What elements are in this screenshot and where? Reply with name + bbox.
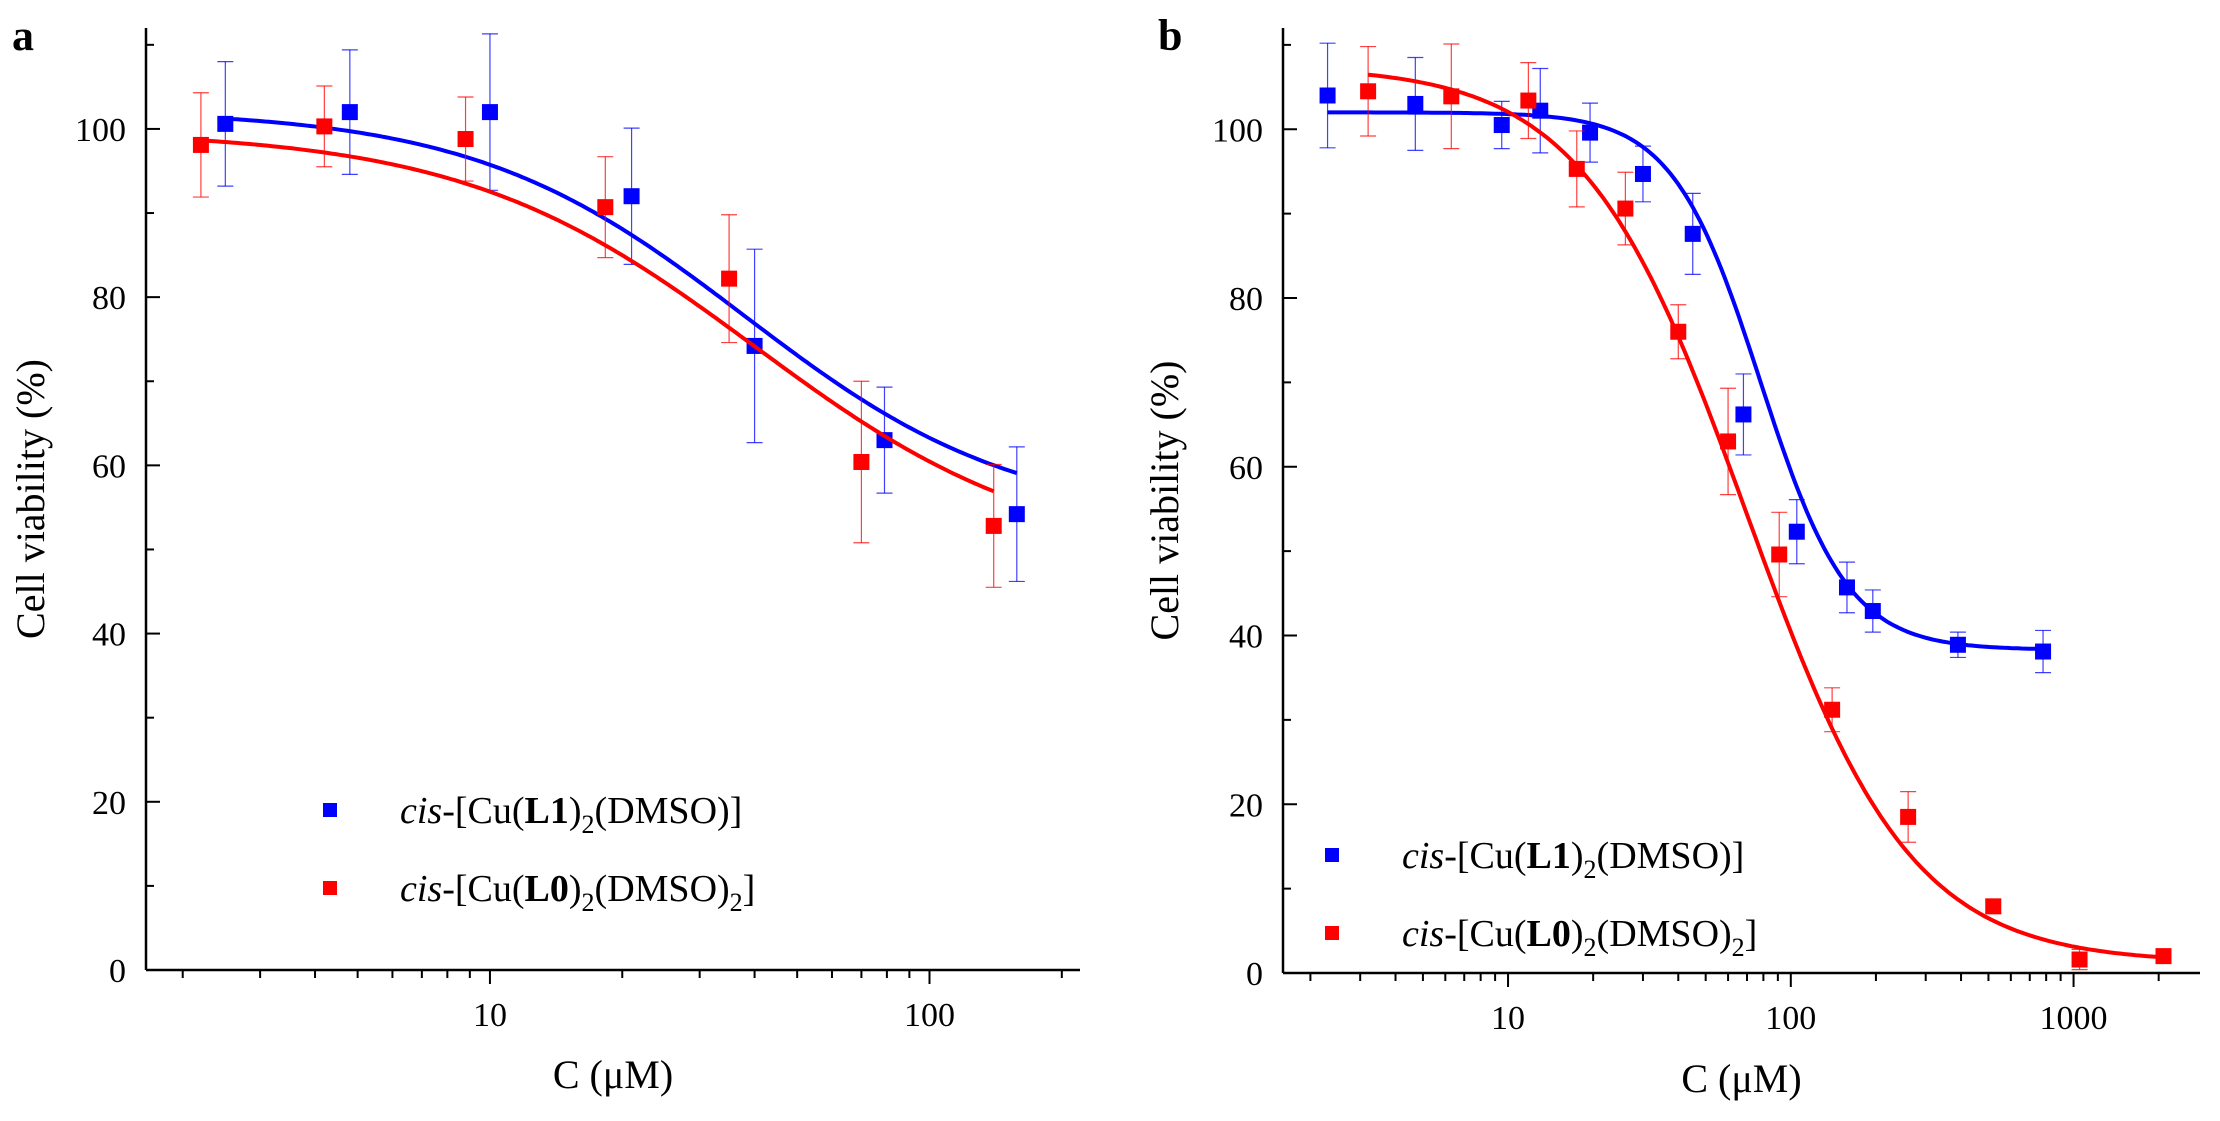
panel-b-series-1-data-point	[1582, 124, 1599, 141]
panel-a-series-2-data-point	[853, 453, 870, 470]
panel-a-y-tick-label: 100	[75, 112, 126, 149]
panel-a-series-1-data-point	[623, 188, 640, 205]
panel-b-y-tick-label: 0	[1246, 956, 1263, 993]
panel-b-series-1-legend-label: cis-[Cu(L1)2(DMSO)]	[1402, 835, 1744, 884]
panel-b-series-2-data-point	[1720, 433, 1737, 450]
panel-a-series-1-data-point	[217, 115, 234, 132]
panel-b-series-2-data-point	[1568, 160, 1585, 177]
panel-a-y-tick-label: 20	[92, 785, 126, 822]
panel-a-series-1-data-point	[481, 104, 498, 121]
panel-a-x-axis-title: C (μM)	[553, 1052, 673, 1097]
panel-b-y-tick-label: 20	[1229, 787, 1263, 824]
panel-a-series-2-data-point	[192, 136, 209, 153]
panel-b-series-2-data-point	[1771, 546, 1788, 563]
panel-b-series-2-data-point	[1520, 92, 1537, 109]
panel-a-series-2-data-point	[316, 118, 333, 135]
panel-a-x-tick-label: 100	[904, 997, 955, 1034]
panel-b-series-2-fit-curve	[1367, 72, 2164, 960]
panel-b-y-tick-label: 80	[1229, 281, 1263, 318]
panel-b-series-1-data-point	[1319, 87, 1336, 104]
panel-a-series-1-fit-curve	[225, 116, 1018, 475]
panel-b-series-2-data-point	[1443, 88, 1460, 105]
panel-a-series-2-legend-marker	[323, 881, 337, 895]
panel-b-series-1-data-point	[1493, 117, 1510, 134]
panel-b-series-1-data-point	[1735, 406, 1752, 423]
panel-b-series-2-data-point	[2155, 948, 2172, 965]
panel-b-series-1-legend-marker	[1325, 848, 1339, 862]
panel-b-series-1-data-point	[2035, 643, 2052, 660]
panel-b-y-tick-label: 100	[1212, 112, 1263, 149]
panel-b-series-2-data-point	[1824, 701, 1841, 718]
panel-b-series-2-data-point	[2071, 951, 2088, 968]
panel-b-series-1-data-point	[1788, 523, 1805, 540]
chart-panel-a: 0 20 40 60 80 100 10 100 C (μM) Cell viability (%…	[8, 28, 1080, 1097]
panel-b-series-2-legend-label: cis-[Cu(L0)2(DMSO)2]	[1402, 913, 1757, 962]
panel-b-series-1-data-point	[1949, 636, 1966, 653]
panel-a-series-2-data-point	[985, 517, 1002, 534]
panel-a-series-2-legend-label: cis-[Cu(L0)2(DMSO)2]	[400, 868, 755, 917]
panel-letter-b: b	[1158, 11, 1182, 60]
panel-a-y-tick-label: 40	[92, 617, 126, 654]
panel-b-series-1-data-point	[1864, 603, 1881, 620]
panel-b-y-tick-label: 60	[1229, 450, 1263, 487]
panel-a-series-2-data-point	[597, 199, 614, 216]
panel-b-x-axis-title: C (μM)	[1681, 1056, 1801, 1101]
panel-b-y-tick-label: 40	[1229, 619, 1263, 656]
panel-a-series-1-data-point	[341, 104, 358, 121]
panel-a-series-2-data-point	[457, 131, 474, 148]
panel-a-y-tick-label: 60	[92, 448, 126, 485]
panel-b-series-1-data-point	[1407, 95, 1424, 112]
chart-panel-b: 0 20 40 60 80 100 10 100 1000 C (μM) Cell viabilit…	[1142, 28, 2200, 1101]
panel-b-series-1-data-point	[1838, 579, 1855, 596]
panel-a-y-tick-label: 0	[109, 953, 126, 990]
panel-b-x-tick-label: 100	[1765, 1000, 1816, 1037]
panel-a-series-2-data-point	[721, 270, 738, 287]
panel-b-x-tick-label: 10	[1491, 1000, 1525, 1037]
panel-a-x-tick-label: 10	[473, 997, 507, 1034]
panel-b-series-2-legend-marker	[1325, 926, 1339, 940]
panel-b-x-tick-label: 1000	[2040, 1000, 2108, 1037]
panel-b-series-2-data-point	[1360, 83, 1377, 100]
panel-b-y-axis-title: Cell viability (%)	[1142, 361, 1187, 641]
panel-a-y-axis-title: Cell viability (%)	[8, 359, 53, 639]
panel-a-y-tick-label: 80	[92, 280, 126, 317]
panel-b-series-1-fit-curve	[1327, 110, 2044, 651]
panel-b-series-1-data-point	[1684, 225, 1701, 242]
panel-b-series-2-data-point	[1670, 323, 1687, 340]
panel-a-series-2-fit-curve	[200, 138, 995, 494]
panel-a-series-1-legend-marker	[323, 803, 337, 817]
panel-b-series-2-data-point	[1900, 808, 1917, 825]
panel-b-series-1-data-point	[1634, 165, 1651, 182]
panel-letter-a: a	[12, 11, 34, 60]
panel-b-series-2-data-point	[1985, 898, 2002, 915]
panel-b-series-2-data-point	[1617, 200, 1634, 217]
panel-a-series-1-legend-label: cis-[Cu(L1)2(DMSO)]	[400, 790, 742, 839]
panel-a-series-1-data-point	[1008, 506, 1025, 523]
